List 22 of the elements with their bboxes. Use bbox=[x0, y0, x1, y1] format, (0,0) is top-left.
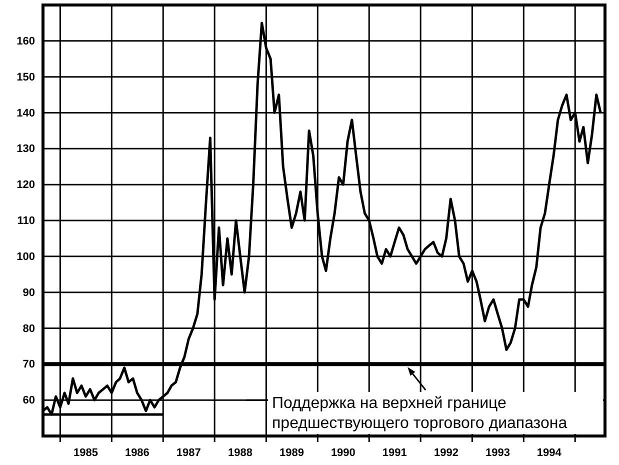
annotation: Поддержка на верхней границе предшествующего торгового диапазона bbox=[272, 395, 568, 432]
x-tick-label: 1989 bbox=[279, 446, 304, 459]
x-tick-label: 1994 bbox=[536, 446, 562, 459]
x-tick-label: 1988 bbox=[228, 446, 252, 459]
x-tick-label: 1987 bbox=[176, 446, 201, 459]
y-tick-label: 160 bbox=[16, 35, 35, 48]
y-tick-label: 80 bbox=[22, 322, 35, 335]
y-tick-label: 140 bbox=[16, 107, 35, 120]
y-tick-label: 100 bbox=[16, 250, 35, 263]
x-tick-label: 1993 bbox=[485, 446, 510, 459]
x-tick-label: 1990 bbox=[330, 446, 356, 459]
x-tick-label: 1985 bbox=[73, 446, 98, 459]
x-tick-label: 1991 bbox=[382, 446, 407, 459]
y-tick-label: 90 bbox=[22, 286, 35, 299]
y-tick-label: 120 bbox=[16, 179, 35, 192]
y-tick-label: 130 bbox=[16, 143, 35, 156]
y-tick-label: 150 bbox=[16, 71, 35, 84]
x-tick-label: 1986 bbox=[124, 446, 150, 459]
y-tick-label: 70 bbox=[22, 358, 35, 371]
y-tick-label: 110 bbox=[17, 215, 35, 228]
y-tick-label: 60 bbox=[22, 394, 35, 407]
x-tick-label: 1992 bbox=[434, 446, 458, 459]
